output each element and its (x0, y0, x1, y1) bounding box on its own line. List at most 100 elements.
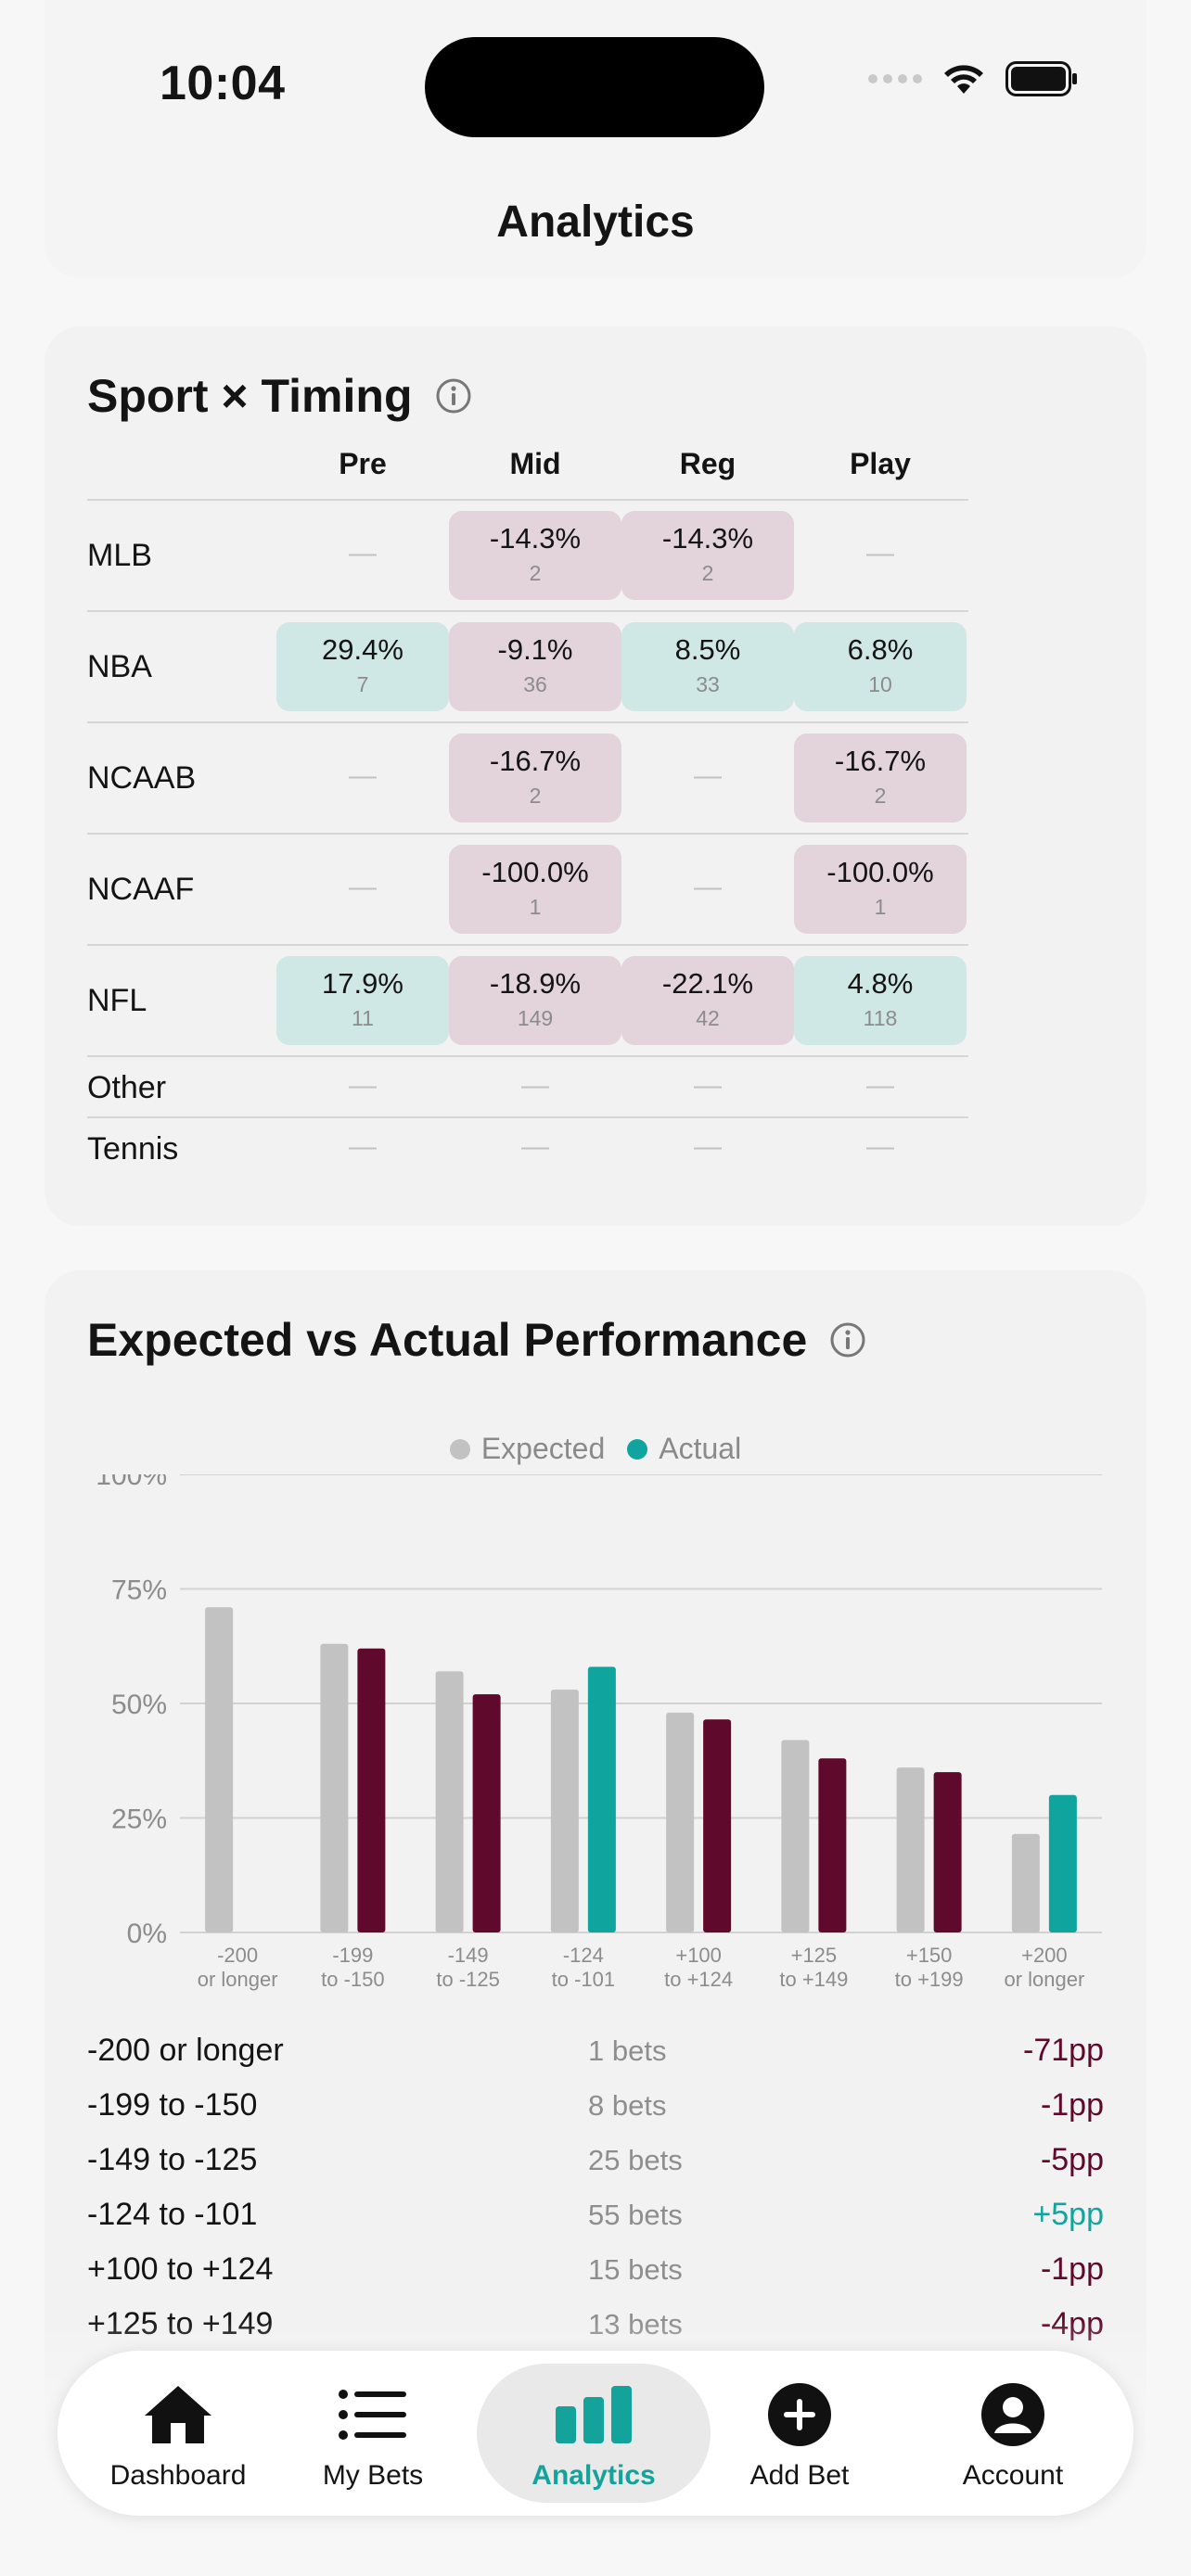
list-item: -199 to -150 8 bets -1pp (87, 2087, 1104, 2143)
bet-count: 15 bets (588, 2253, 683, 2286)
y-tick-label: 0% (127, 1919, 167, 1949)
empty-cell: — (349, 1131, 377, 1162)
tab-dashboard[interactable]: Dashboard (58, 2351, 299, 2516)
x-tick-label: or longer (198, 1968, 278, 1991)
odds-range: -200 or longer (87, 2033, 284, 2068)
table-row: NBA 29.4% 7 -9.1% 36 8.5% 33 6.8% 10 (87, 612, 968, 723)
heatmap-cell-pre[interactable]: 29.4% 7 (276, 622, 449, 711)
cell-count: 1 (529, 895, 542, 919)
cell-percentage: -16.7% (834, 745, 927, 777)
list-icon (331, 2380, 415, 2449)
tab-account[interactable]: Account (902, 2351, 1124, 2516)
column-header-reg: Reg (679, 447, 736, 480)
cellular-signal-icon (868, 74, 922, 83)
heatmap-cell-play[interactable]: 6.8% 10 (794, 622, 967, 711)
y-tick-label: 75% (111, 1575, 167, 1606)
page-title: Analytics (496, 198, 695, 247)
heatmap-cell-play[interactable]: -100.0% 1 (794, 845, 967, 934)
cell-percentage: -100.0% (826, 856, 934, 888)
heatmap-cell-pre[interactable]: 17.9% 11 (276, 956, 449, 1045)
odds-range: -149 to -125 (87, 2142, 258, 2177)
heatmap-cell-play[interactable]: 4.8% 118 (794, 956, 967, 1045)
legend-label-actual: Actual (659, 1432, 742, 1465)
sport-timing-card: Sport × Timing Pre Mid Reg Play MLB — -14.… (45, 326, 1146, 1226)
x-tick-label: to -125 (436, 1968, 500, 1991)
x-tick-label: +200 (1021, 1944, 1068, 1967)
odds-range: +100 to +124 (87, 2251, 274, 2287)
bar-actual (472, 1694, 501, 1932)
bet-count: 25 bets (588, 2144, 683, 2176)
table-row: NCAAB — -16.7% 2 — -16.7% 2 (87, 723, 968, 835)
table-row: Tennis — — — — (87, 1118, 968, 1178)
bet-count: 8 bets (588, 2089, 667, 2122)
info-icon[interactable] (829, 1321, 866, 1358)
battery-icon (1005, 61, 1077, 96)
x-tick-label: +125 (791, 1944, 838, 1967)
heatmap-cell-mid[interactable]: -18.9% 149 (449, 956, 621, 1045)
cell-percentage: 29.4% (322, 633, 403, 666)
bar-actual (933, 1772, 962, 1932)
dynamic-island (425, 37, 764, 137)
bar-chart-icon (552, 2380, 635, 2449)
sport-label: Other (87, 1070, 167, 1105)
list-item: -149 to -125 25 bets -5pp (87, 2142, 1104, 2198)
heatmap-cell-mid[interactable]: -14.3% 2 (449, 511, 621, 600)
bar-actual (703, 1719, 732, 1932)
sport-label: MLB (87, 538, 152, 573)
cell-count: 2 (529, 561, 542, 585)
tab-analytics[interactable]: Analytics (477, 2351, 711, 2516)
x-tick-label: +100 (675, 1944, 722, 1967)
tab-my-bets[interactable]: My Bets (280, 2351, 466, 2516)
x-tick-label: or longer (1004, 1968, 1084, 1991)
table-header: Pre Mid Reg Play (87, 447, 968, 501)
empty-cell: — (521, 1131, 549, 1162)
heatmap-cell-reg[interactable]: -22.1% 42 (621, 956, 794, 1045)
list-item: +100 to +124 15 bets -1pp (87, 2251, 1104, 2307)
x-tick-label: to -101 (552, 1968, 616, 1991)
performance-title-text: Expected vs Actual Performance (87, 1314, 808, 1366)
chart-legend: Expected Actual (45, 1432, 1146, 1466)
legend-item-expected: Expected (449, 1432, 605, 1466)
cell-count: 149 (517, 1006, 554, 1030)
table-row: NCAAF — -100.0% 1 — -100.0% 1 (87, 835, 968, 946)
bar-expected (205, 1607, 234, 1932)
performance-diff: -71pp (1023, 2033, 1104, 2068)
column-header-play: Play (850, 447, 911, 480)
bar-actual (818, 1758, 847, 1932)
sport-timing-title-text: Sport × Timing (87, 370, 413, 422)
wifi-icon (944, 65, 983, 94)
bar-expected (781, 1740, 810, 1932)
y-tick-label: 25% (111, 1804, 167, 1835)
heatmap-cell-reg[interactable]: 8.5% 33 (621, 622, 794, 711)
heatmap-cell-reg[interactable]: -14.3% 2 (621, 511, 794, 600)
heatmap-cell-play[interactable]: -16.7% 2 (794, 733, 967, 823)
performance-diff: +5pp (1032, 2197, 1104, 2232)
sport-label: Tennis (87, 1131, 179, 1167)
sport-timing-title: Sport × Timing (87, 369, 472, 423)
column-header-pre: Pre (339, 447, 387, 480)
cell-percentage: -9.1% (497, 633, 573, 666)
x-tick-label: -149 (448, 1944, 489, 1967)
x-tick-label: to +149 (779, 1968, 848, 1991)
cell-count: 2 (874, 784, 887, 808)
bet-count: 1 bets (588, 2034, 667, 2067)
heatmap-cell-mid[interactable]: -100.0% 1 (449, 845, 621, 934)
cell-percentage: 8.5% (674, 633, 741, 666)
x-tick-label: to -150 (321, 1968, 385, 1991)
performance-diff: -1pp (1040, 2087, 1104, 2123)
tab-add-bet[interactable]: Add Bet (707, 2351, 892, 2516)
column-header-mid: Mid (509, 447, 561, 480)
info-icon[interactable] (435, 377, 472, 414)
table-row: MLB — -14.3% 2 -14.3% 2 — (87, 501, 968, 612)
performance-card: Expected vs Actual Performance Expected … (45, 1270, 1146, 2476)
bet-count: 55 bets (588, 2199, 683, 2231)
x-tick-label: +150 (906, 1944, 953, 1967)
heatmap-cell-mid[interactable]: -16.7% 2 (449, 733, 621, 823)
bar-actual (587, 1666, 616, 1932)
odds-range: -124 to -101 (87, 2197, 258, 2232)
status-icons (868, 61, 1080, 96)
cell-count: 10 (868, 672, 892, 696)
tab-analytics-label: Analytics (531, 2460, 656, 2491)
heatmap-cell-mid[interactable]: -9.1% 36 (449, 622, 621, 711)
